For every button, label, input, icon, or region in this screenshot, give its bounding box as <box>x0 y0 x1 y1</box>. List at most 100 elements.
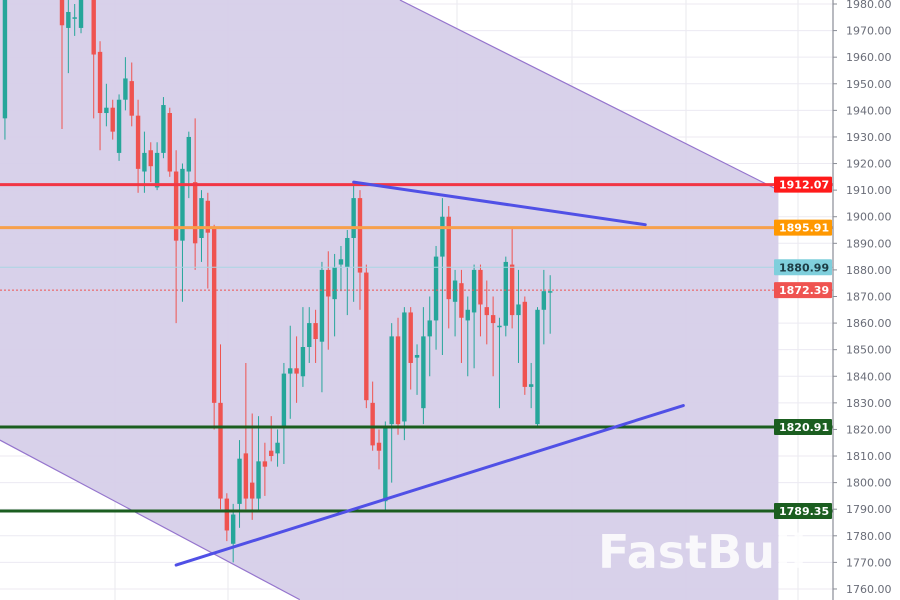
channel-fill <box>0 0 779 600</box>
candle-up <box>465 309 470 321</box>
candle-up <box>471 269 477 313</box>
candle-down <box>205 200 211 233</box>
candle-up <box>300 347 306 377</box>
candle-up <box>433 256 439 321</box>
price-tick-label: 1970.00 <box>846 25 892 38</box>
candle-down <box>370 402 375 446</box>
candle-up <box>535 309 540 425</box>
candle-up <box>281 373 287 427</box>
price-tick-label: 1790.00 <box>846 503 892 516</box>
candle-down <box>478 269 483 305</box>
horizontal-levels <box>0 183 833 513</box>
candle-up <box>66 11 71 28</box>
candle-up <box>275 442 280 454</box>
candle-up <box>528 384 534 387</box>
channel-upper-line <box>399 0 779 191</box>
candle-down <box>129 81 134 116</box>
candle-up <box>104 107 109 114</box>
candle-up <box>452 280 458 302</box>
candle-down <box>173 171 179 241</box>
candle-down <box>250 482 255 499</box>
price-tick-label: 1760.00 <box>846 583 892 596</box>
candle-down <box>326 269 331 297</box>
candle-down <box>408 312 413 363</box>
price-tick-label: 1880.00 <box>846 264 892 277</box>
candle-up <box>307 323 312 348</box>
candle-down <box>97 51 103 114</box>
price-tick-label: 1770.00 <box>846 556 892 569</box>
candle-up <box>503 261 508 326</box>
candle-down <box>364 272 369 401</box>
candle-up <box>142 152 147 172</box>
price-tick-label: 1800.00 <box>846 477 892 490</box>
candle-down <box>522 301 528 387</box>
candle-up <box>414 354 420 358</box>
price-tick-label: 1810.00 <box>846 450 892 463</box>
candle-down <box>243 453 249 499</box>
price-tick-label: 1860.00 <box>846 317 892 330</box>
price-tick-label: 1850.00 <box>846 344 892 357</box>
candle-up <box>421 336 426 409</box>
candle-up <box>332 267 337 300</box>
candle-up <box>237 458 242 504</box>
candle-up <box>440 216 445 257</box>
candle-up <box>402 312 407 422</box>
candle-up <box>497 325 502 328</box>
price-tag <box>774 419 832 436</box>
trendlines <box>174 180 685 567</box>
candle-up <box>116 99 122 153</box>
candle-up <box>72 17 77 19</box>
candle-down <box>313 323 318 340</box>
candle-down <box>395 336 401 425</box>
price-tag <box>774 502 832 519</box>
candle-up <box>389 336 394 425</box>
price-tick-label: 1840.00 <box>846 370 892 383</box>
candle-up <box>351 198 356 238</box>
price-tick-label: 1900.00 <box>846 211 892 224</box>
price-tick-label: 1870.00 <box>846 290 892 303</box>
candle-up <box>547 291 553 293</box>
candle-up <box>186 136 191 172</box>
candle-down <box>192 182 198 244</box>
price-axis[interactable]: 1980.00 1970.00 1960.00 1950.00 1940.00 1930.… <box>832 0 900 600</box>
candle-down <box>484 307 489 316</box>
candle-up <box>161 105 166 153</box>
channel-lower-line <box>0 439 301 600</box>
price-axis-background <box>833 0 900 600</box>
candle-down <box>135 115 141 169</box>
price-tag-label: 1895.91 <box>779 222 829 235</box>
price-tick-label: 1930.00 <box>846 131 892 144</box>
candle-up <box>123 78 128 100</box>
candle-down <box>211 227 217 403</box>
candle-up <box>78 0 84 28</box>
candle-up <box>180 168 185 241</box>
candle-down <box>294 368 299 374</box>
price-tick-label: 1920.00 <box>846 158 892 171</box>
price-tag <box>774 176 832 193</box>
candle-down <box>224 498 230 531</box>
candle-up <box>154 152 160 188</box>
price-channel <box>0 0 779 600</box>
candle-up <box>427 320 432 337</box>
candle-down <box>490 315 496 324</box>
candle-up <box>338 259 344 265</box>
candle-down <box>218 402 223 499</box>
price-tick-label: 1960.00 <box>846 51 892 64</box>
candle-down <box>148 150 153 167</box>
candle-up <box>319 269 325 342</box>
price-tag <box>774 259 832 276</box>
watermark-logo: FastBull <box>598 525 806 579</box>
price-tag-label: 1820.91 <box>779 421 829 434</box>
candle-up <box>230 514 236 544</box>
candle-up <box>2 0 8 119</box>
candle-down <box>59 0 65 26</box>
price-tick-label: 1820.00 <box>846 423 892 436</box>
price-tick-label: 1950.00 <box>846 78 892 91</box>
candle-down <box>91 0 96 55</box>
candle-up <box>345 237 350 268</box>
price-tag-label: 1789.35 <box>779 505 829 518</box>
price-tick-label: 1980.00 <box>846 0 892 11</box>
price-tags: 1912.07 1895.91 1880.99 1872.39 1820.91 1789.… <box>774 176 832 519</box>
trendline <box>352 180 647 227</box>
